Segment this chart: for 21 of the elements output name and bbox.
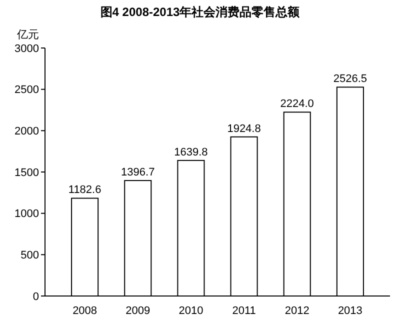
data-label: 2224.0 xyxy=(280,98,314,110)
y-tick-label: 2000 xyxy=(14,126,39,138)
x-tick-label: 2008 xyxy=(72,305,98,317)
x-tick-label: 2009 xyxy=(126,305,150,317)
y-tick-label: 500 xyxy=(20,250,39,262)
y-tick-label: 1500 xyxy=(14,166,39,179)
data-label: 1182.6 xyxy=(68,184,102,196)
data-label: 2526.5 xyxy=(333,73,368,86)
data-label: 1639.8 xyxy=(174,146,208,158)
x-tick-label: 2012 xyxy=(284,305,310,317)
y-tick-label: 1000 xyxy=(14,208,39,220)
y-tick-label: 0 xyxy=(32,290,39,303)
x-tick-label: 2013 xyxy=(338,305,362,317)
y-tick-label: 3000 xyxy=(14,42,39,55)
y-axis-title: 亿元 xyxy=(16,29,39,41)
data-label: 1924.8 xyxy=(227,122,261,135)
x-tick-label: 2011 xyxy=(232,305,256,317)
data-label: 1396.7 xyxy=(121,166,155,179)
chart-title: 图4 2008-2013年社会消费品零售总额 xyxy=(100,5,301,19)
x-tick-label: 2010 xyxy=(178,305,204,317)
y-tick-label: 2500 xyxy=(14,84,39,96)
